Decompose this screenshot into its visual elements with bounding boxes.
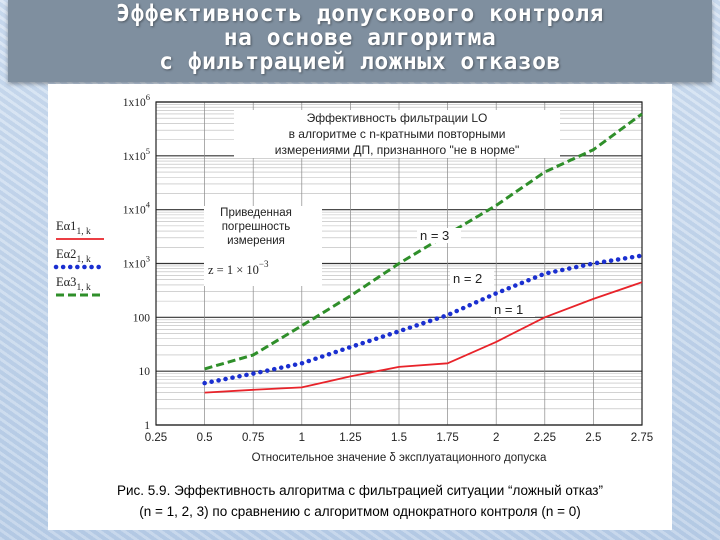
title-line-1: Эффективность допускового контроля <box>116 1 604 27</box>
chart: 0.25 0.5 0.75 1 1.25 1.5 1.75 2 2.25 2.5 2.75 1 10 10… <box>53 92 653 464</box>
x-tick-label: 0.75 <box>242 432 264 444</box>
legend-label: Eα21, k <box>56 247 91 265</box>
x-tick-label: 0.25 <box>145 432 167 444</box>
annotation-line: измерения <box>227 235 285 247</box>
y-tick-label: 10 <box>139 366 151 378</box>
figure-panel: 0.25 0.5 0.75 1 1.25 1.5 1.75 2 2.25 2.5 2.75 1 10 10… <box>48 84 672 530</box>
y-tick-label: 1x105 <box>123 146 150 163</box>
x-tick-label: 2 <box>493 432 499 444</box>
chart-title-line: в алгоритме с n-кратными повторными <box>289 127 506 141</box>
x-tick-label: 2.75 <box>631 432 653 444</box>
curve-label-bg <box>417 228 461 243</box>
legend-label: Eα11, k <box>56 219 91 237</box>
title-line-3: с фильтрацией ложных отказов <box>159 49 561 75</box>
annotation-line: погрешность <box>222 221 291 233</box>
chart-title-line: измерениями ДП, признанного "не в норме" <box>275 143 520 157</box>
series-line-2 <box>202 253 645 386</box>
chart-title-bg <box>234 110 560 158</box>
y-tick-label: 100 <box>133 312 151 324</box>
curve-label-bg <box>491 302 535 317</box>
caption-line-2: (n = 1, 2, 3) по сравнению с алгоритмом … <box>139 504 581 519</box>
x-tick-label: 2.25 <box>534 432 556 444</box>
x-tick-label: 0.5 <box>197 432 213 444</box>
caption-line-1: Рис. 5.9. Эффективность алгоритма с филь… <box>117 483 603 498</box>
curve-label-text: n = 3 <box>420 228 449 243</box>
chart-title: Эффективность фильтрации LO в алгоритме с… <box>234 110 560 158</box>
curve-label: n = 3 <box>417 228 461 243</box>
x-axis-label: Относительное значение δ эксплуатационно… <box>252 452 547 464</box>
annotation-bg <box>204 206 322 286</box>
curve-label-text: n = 1 <box>494 302 523 317</box>
x-tick-label: 2.5 <box>585 432 601 444</box>
series-line-1 <box>204 281 643 394</box>
legend: Eα11, k Eα21, k Eα31, k <box>53 219 107 297</box>
x-tick-label: 1.25 <box>339 432 361 444</box>
curve-label-bg <box>450 271 494 286</box>
curve-label: n = 2 <box>450 271 494 286</box>
slide-title: Эффективность допускового контроля на ос… <box>8 2 712 74</box>
y-tick-label: 1 <box>144 420 150 432</box>
y-tick-label: 1x103 <box>123 254 150 271</box>
y-tick-label: 1x104 <box>123 200 151 217</box>
y-tick-label: 1x106 <box>123 92 150 109</box>
annotation-formula: z = 1 × 10−3 <box>208 259 269 277</box>
curve-label-text: n = 2 <box>453 271 482 286</box>
x-tick-label: 1 <box>299 432 305 444</box>
legend-label: Eα31, k <box>56 275 91 293</box>
curve-label: n = 1 <box>491 302 535 317</box>
title-band <box>8 0 712 82</box>
series-line-3 <box>204 112 643 371</box>
annotation-box: Приведенная погрешность измерения z = 1 × 1… <box>204 206 322 286</box>
plot-border <box>155 101 643 426</box>
figure-caption: Рис. 5.9. Эффективность алгоритма с филь… <box>48 480 672 522</box>
chart-title-line: Эффективность фильтрации LO <box>307 111 488 125</box>
x-tick-label: 1.75 <box>436 432 458 444</box>
annotation-line: Приведенная <box>220 207 292 219</box>
title-line-2: на основе алгоритма <box>223 25 497 51</box>
x-tick-label: 1.5 <box>391 432 407 444</box>
